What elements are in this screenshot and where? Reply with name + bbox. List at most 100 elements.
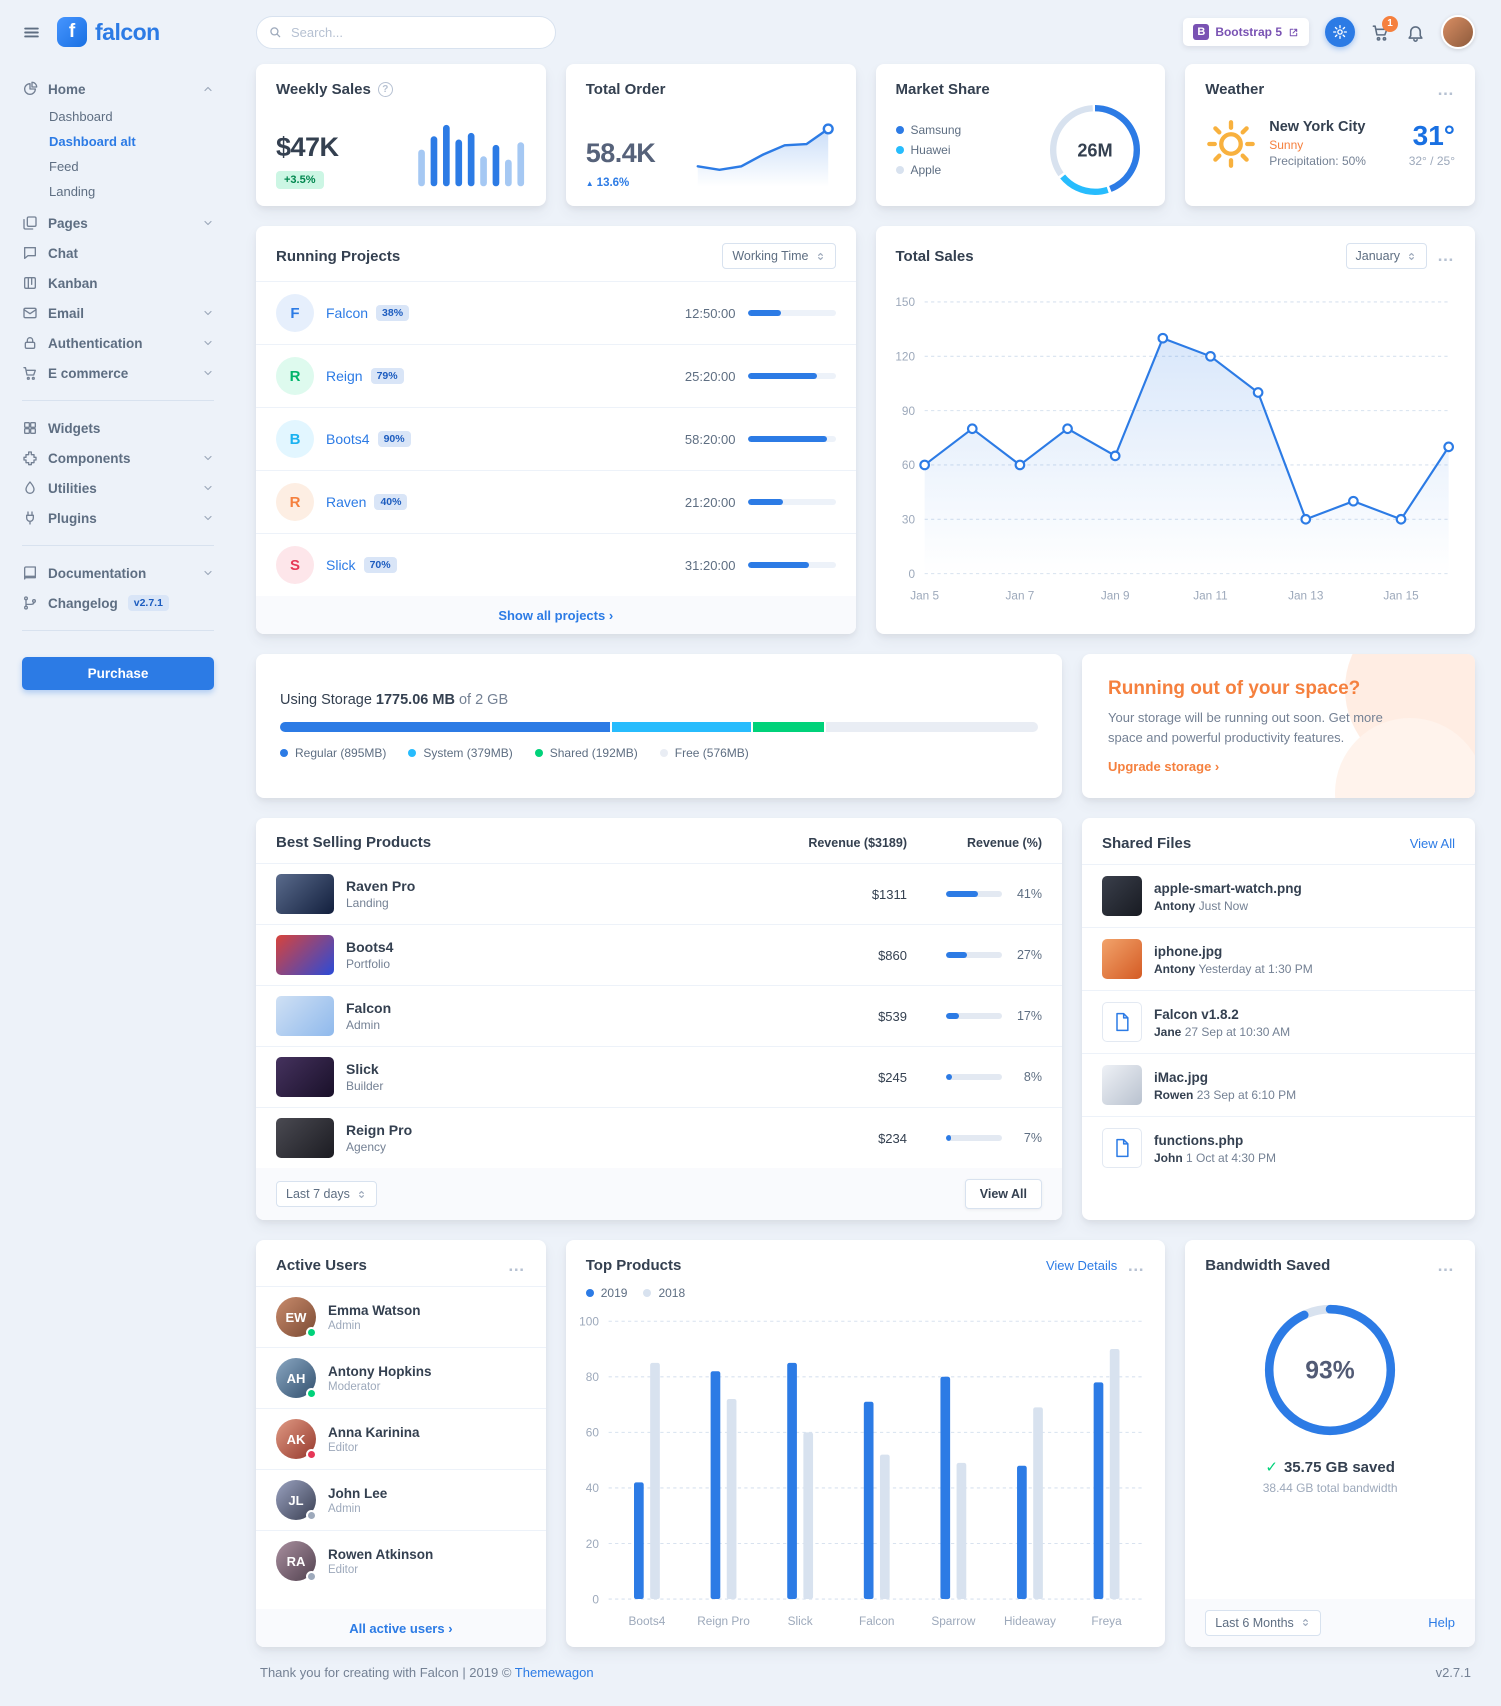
- svg-text:90: 90: [901, 405, 915, 418]
- sidebar-item-dashboard[interactable]: Dashboard: [49, 109, 113, 124]
- svg-text:Jan 7: Jan 7: [1005, 589, 1034, 602]
- brand-logo[interactable]: f falcon: [57, 17, 160, 47]
- user-name-link[interactable]: Rowen Atkinson: [328, 1547, 434, 1562]
- upgrade-storage-link[interactable]: Upgrade storage ›: [1108, 759, 1220, 774]
- project-name-link[interactable]: Raven: [326, 494, 367, 510]
- user-name-link[interactable]: Anna Karinina: [328, 1425, 420, 1440]
- card-menu-button[interactable]: …: [1437, 79, 1455, 99]
- lock-icon: [22, 335, 38, 351]
- cart-button[interactable]: 1: [1371, 15, 1398, 42]
- sidebar-item-chat[interactable]: Chat: [22, 238, 214, 268]
- file-name-link[interactable]: Falcon v1.8.2: [1154, 1006, 1239, 1022]
- sidebar-item-label: Utilities: [48, 480, 97, 496]
- product-type: Admin: [346, 1018, 381, 1032]
- card-menu-button[interactable]: …: [507, 1255, 526, 1275]
- sidebar-item-ecommerce[interactable]: E commerce: [22, 358, 214, 388]
- sidebar-item-home[interactable]: Home: [22, 74, 214, 104]
- sidebar-top: f falcon: [22, 0, 214, 64]
- user-row: AK Anna Karinina Editor: [256, 1408, 546, 1469]
- puzzle-icon: [22, 450, 38, 466]
- help-link[interactable]: Help: [1428, 1615, 1455, 1631]
- sidebar-item-label: Plugins: [48, 510, 97, 526]
- working-time-select[interactable]: Working Time: [722, 243, 836, 269]
- sidebar-item-feed[interactable]: Feed: [49, 159, 79, 174]
- sidebar-item-documentation[interactable]: Documentation: [22, 558, 214, 588]
- sidebar-nav: Home Dashboard Dashboard alt Feed Landin…: [22, 74, 214, 690]
- sidebar-item-plugins[interactable]: Plugins: [22, 503, 214, 533]
- bootstrap-badge-button[interactable]: B Bootstrap 5: [1183, 18, 1309, 46]
- sun-icon: [1205, 118, 1257, 170]
- month-select[interactable]: January: [1345, 243, 1427, 269]
- file-name-link[interactable]: functions.php: [1154, 1132, 1244, 1148]
- period-select[interactable]: Last 7 days: [276, 1181, 377, 1207]
- market-share-center-value: 26M: [1078, 140, 1113, 160]
- view-all-files-link[interactable]: View All: [1409, 836, 1455, 851]
- project-name-link[interactable]: Slick: [326, 557, 356, 573]
- sidebar-item-utilities[interactable]: Utilities: [22, 473, 214, 503]
- sidebar-item-widgets[interactable]: Widgets: [22, 413, 214, 443]
- market-share-card: Market Share Samsung Huawei Apple 26M: [875, 64, 1166, 206]
- svg-text:40: 40: [586, 1481, 600, 1495]
- column-header-revenue-pct: Revenue (%): [966, 835, 1042, 850]
- footer-version: v2.7.1: [1435, 1664, 1471, 1680]
- bandwidth-center-value: 93%: [1305, 1358, 1354, 1385]
- sidebar-item-pages[interactable]: Pages: [22, 208, 214, 238]
- user-name-link[interactable]: Emma Watson: [328, 1303, 421, 1318]
- search-box: [256, 15, 556, 49]
- user-name-link[interactable]: Antony Hopkins: [328, 1364, 432, 1379]
- settings-button[interactable]: [1325, 17, 1355, 47]
- brand-name: falcon: [95, 18, 160, 45]
- file-user: John: [1154, 1150, 1183, 1165]
- view-all-button[interactable]: View All: [964, 1179, 1042, 1209]
- caret-up-icon: ▲: [585, 178, 594, 188]
- svg-text:Sparrow: Sparrow: [931, 1614, 976, 1628]
- project-name-link[interactable]: Boots4: [326, 431, 370, 447]
- product-type: Landing: [346, 896, 389, 910]
- card-menu-button[interactable]: …: [1127, 1255, 1146, 1275]
- purchase-button[interactable]: Purchase: [22, 657, 214, 690]
- sidebar-item-authentication[interactable]: Authentication: [22, 328, 214, 358]
- kanban-icon: [22, 275, 38, 291]
- file-time: 23 Sep at 6:10 PM: [1196, 1087, 1297, 1102]
- legend-dot: [534, 749, 543, 757]
- file-row: Falcon v1.8.2 Jane 27 Sep at 10:30 AM: [1082, 990, 1475, 1053]
- svg-text:20: 20: [586, 1537, 600, 1551]
- product-thumbnail: [276, 1057, 334, 1097]
- sidebar-item-landing[interactable]: Landing: [49, 184, 96, 199]
- search-input[interactable]: [256, 15, 556, 49]
- user-name-link[interactable]: John Lee: [328, 1486, 388, 1501]
- bell-icon: [1406, 23, 1425, 42]
- menu-toggle-icon[interactable]: [22, 23, 41, 42]
- card-menu-button[interactable]: …: [1437, 1255, 1455, 1275]
- sidebar-item-kanban[interactable]: Kanban: [22, 268, 214, 298]
- weather-precipitation: Precipitation: 50%: [1269, 154, 1366, 168]
- sidebar-item-label: Email: [48, 305, 85, 321]
- sidebar-item-email[interactable]: Email: [22, 298, 214, 328]
- project-name-link[interactable]: Reign: [326, 368, 363, 384]
- file-row: iMac.jpg Rowen 23 Sep at 6:10 PM: [1082, 1053, 1475, 1116]
- file-name-link[interactable]: iphone.jpg: [1154, 943, 1223, 959]
- chevron-down-icon: [202, 482, 214, 494]
- themewagon-link[interactable]: Themewagon: [514, 1664, 594, 1680]
- project-name-link[interactable]: Falcon: [326, 305, 369, 321]
- sidebar-item-changelog[interactable]: Changelog v2.7.1: [22, 588, 214, 618]
- user-row: AH Antony Hopkins Moderator: [256, 1347, 546, 1408]
- product-revenue-bar: [946, 1074, 1002, 1080]
- file-name-link[interactable]: apple-smart-watch.png: [1154, 880, 1302, 896]
- view-details-link[interactable]: View Details: [1045, 1258, 1118, 1273]
- svg-text:30: 30: [901, 514, 915, 527]
- file-name-link[interactable]: iMac.jpg: [1154, 1069, 1209, 1085]
- sidebar-item-components[interactable]: Components: [22, 443, 214, 473]
- all-active-users-link[interactable]: All active users ›: [349, 1620, 453, 1636]
- user-avatar[interactable]: [1441, 15, 1475, 49]
- sidebar-item-dashboard-alt[interactable]: Dashboard alt: [49, 134, 136, 149]
- notifications-button[interactable]: [1406, 23, 1425, 42]
- show-all-projects-link[interactable]: Show all projects ›: [498, 608, 614, 623]
- card-menu-button[interactable]: …: [1437, 246, 1455, 265]
- help-icon[interactable]: ?: [377, 82, 393, 97]
- months-select[interactable]: Last 6 Months: [1205, 1609, 1321, 1636]
- project-avatar: R: [276, 357, 314, 395]
- svg-text:Jan 11: Jan 11: [1193, 589, 1227, 602]
- legend-item: Shared (192MB): [534, 746, 638, 760]
